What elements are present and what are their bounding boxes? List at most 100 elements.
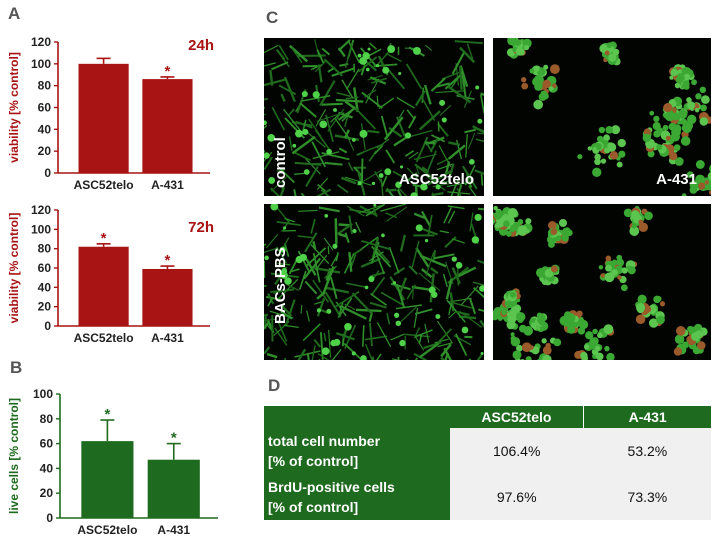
- cell-process: [408, 151, 419, 160]
- cell-cluster: [517, 218, 524, 225]
- cell-cluster: [520, 358, 525, 360]
- cell-process: [459, 66, 463, 90]
- category-label: ASC52telo: [74, 331, 134, 345]
- cell-nucleus: [480, 351, 484, 356]
- cell-cluster: [507, 324, 513, 330]
- cell-process: [390, 282, 411, 291]
- y-tick-label: 100: [31, 57, 51, 71]
- cell-process: [299, 102, 317, 118]
- cell-nucleus: [451, 256, 457, 262]
- cell-cluster: [674, 334, 685, 344]
- cell-process: [418, 110, 441, 131]
- cell-process: [413, 212, 426, 220]
- bar: [142, 268, 193, 326]
- cell-process: [480, 94, 484, 114]
- cell-process: [355, 221, 362, 233]
- cell-nucleus: [268, 176, 276, 184]
- table-cell: 73.3%: [583, 474, 711, 520]
- cell-process: [335, 98, 364, 103]
- cell-nucleus: [474, 213, 482, 222]
- cell-process: [311, 141, 327, 168]
- cell-process: [466, 43, 474, 60]
- cell-process: [265, 233, 279, 249]
- cell-process: [392, 170, 411, 182]
- cell-process: [277, 262, 291, 266]
- y-tick-label: 100: [33, 387, 53, 401]
- cell-process: [354, 107, 377, 130]
- image-label-asc52telo: ASC52telo: [398, 171, 474, 188]
- cell-nucleus: [398, 72, 402, 76]
- cell-process: [303, 257, 322, 280]
- cell-cluster: [695, 93, 702, 100]
- cell-process: [365, 204, 386, 217]
- cell-process: [297, 348, 307, 360]
- cell-process: [339, 305, 367, 320]
- cell-process: [472, 286, 484, 299]
- table-cell: 106.4%: [449, 428, 584, 474]
- cell-cluster: [521, 82, 529, 90]
- cell-cluster: [709, 190, 711, 195]
- cell-cluster: [629, 226, 640, 236]
- cell-process: [282, 237, 290, 248]
- cell-process: [448, 303, 453, 315]
- cell-nucleus: [399, 339, 406, 347]
- cell-process: [270, 187, 280, 196]
- cell-process: [334, 218, 338, 245]
- cell-process: [323, 237, 334, 251]
- cell-cluster: [539, 319, 546, 326]
- cell-cluster: [644, 211, 653, 221]
- cell-cluster: [677, 109, 688, 119]
- cell-nucleus: [364, 285, 369, 290]
- cell-process: [321, 102, 343, 106]
- cell-cluster: [549, 64, 560, 75]
- cell-cluster: [604, 345, 610, 352]
- cell-nucleus: [367, 47, 371, 51]
- cell-cluster: [697, 341, 706, 350]
- cell-process: [276, 221, 301, 227]
- cell-process: [346, 68, 360, 90]
- cell-process: [380, 115, 389, 138]
- cell-process: [437, 163, 454, 171]
- cell-nucleus: [299, 253, 308, 262]
- cell-cluster: [525, 218, 532, 225]
- cell-process: [456, 266, 477, 278]
- cell-process: [464, 165, 476, 186]
- cell-process: [348, 215, 353, 235]
- cell-cluster: [524, 40, 530, 47]
- cell-process: [396, 189, 403, 196]
- cell-process: [447, 205, 465, 210]
- chart-title: 24h: [188, 37, 214, 54]
- cell-process: [331, 67, 355, 77]
- cell-process: [424, 141, 436, 145]
- cell-nucleus: [387, 45, 396, 53]
- cell-process: [434, 253, 455, 260]
- cell-process: [414, 90, 426, 107]
- cell-cluster: [507, 207, 518, 218]
- cell-cluster: [553, 338, 562, 347]
- cell-cluster: [517, 226, 527, 236]
- cell-process: [293, 189, 297, 196]
- cell-process: [369, 301, 387, 309]
- row-header-line: [% of control]: [268, 453, 359, 469]
- cell-process: [469, 298, 477, 315]
- cell-nucleus: [381, 233, 385, 238]
- cell-cluster: [687, 101, 696, 110]
- cell-process: [439, 230, 449, 234]
- cell-cluster: [669, 152, 678, 161]
- cell-nucleus: [302, 128, 309, 136]
- cell-process: [396, 116, 406, 137]
- cell-process: [352, 248, 363, 256]
- cell-process: [314, 129, 330, 150]
- cell-cluster: [638, 219, 644, 225]
- cell-process: [317, 183, 326, 192]
- cell-cluster: [637, 294, 647, 304]
- cell-process: [271, 106, 286, 131]
- cell-nucleus: [378, 173, 384, 178]
- cell-cluster: [653, 115, 660, 123]
- cell-nucleus: [395, 181, 402, 189]
- cell-process: [276, 246, 288, 264]
- cell-process: [421, 96, 436, 122]
- cell-process: [264, 156, 273, 170]
- cell-process: [274, 327, 288, 346]
- cell-process: [314, 39, 320, 58]
